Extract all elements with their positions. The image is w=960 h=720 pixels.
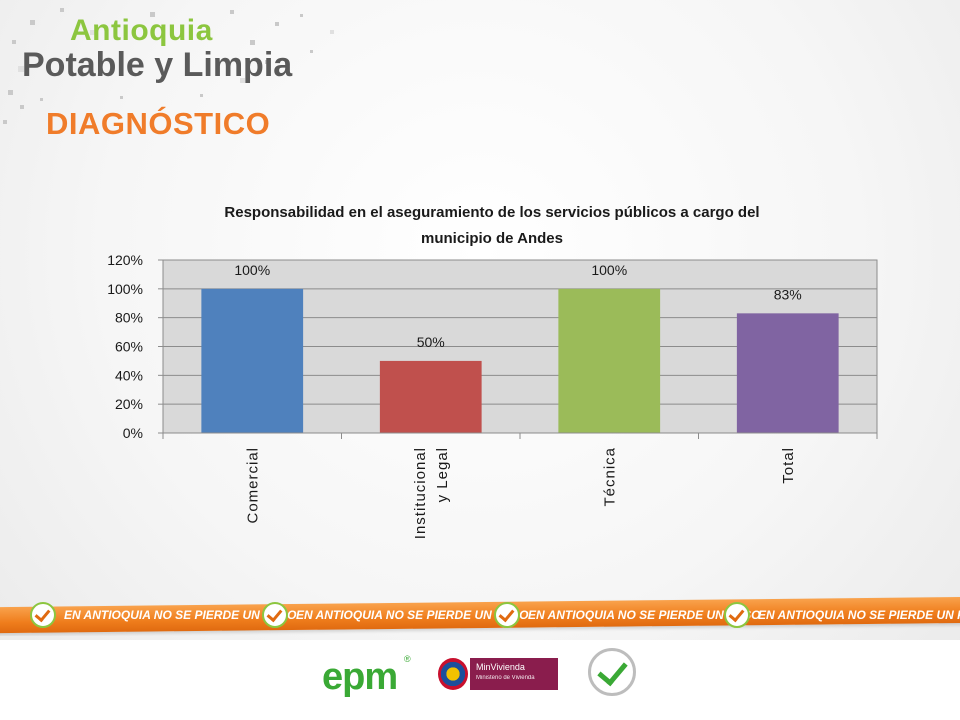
x-category-label: Técnica [601, 447, 618, 507]
bar [736, 313, 839, 433]
brand-line-2: Potable y Limpia [22, 46, 293, 84]
bar [201, 288, 304, 433]
data-label: 100% [591, 262, 627, 278]
x-category-label: Total [780, 447, 797, 484]
slogan-text: EN ANTIOQUIA NO SE PIERDE UN PESO [528, 608, 761, 622]
x-category-label: Comercial [244, 447, 261, 524]
slogan-item: EN ANTIOQUIA NO SE PIERDE UN PESO [30, 602, 296, 628]
slogan-text: EN ANTIOQUIA NO SE PIERDE UN PESO [64, 608, 297, 622]
sponsor-logos: epm ® MinVivienda Ministerio de Vivienda [0, 640, 960, 720]
slogan-band: EN ANTIOQUIA NO SE PIERDE UN PESO EN ANT… [0, 596, 960, 636]
check-badge-icon [262, 602, 288, 628]
check-badge-icon [724, 602, 750, 628]
slogan-item: EN ANTIOQUIA NO SE PIERDE UN PESO [494, 602, 760, 628]
epm-logo: epm [322, 656, 398, 698]
minvivienda-name: MinVivienda [476, 662, 525, 672]
data-label: 100% [234, 262, 270, 278]
chart-title-line: Responsabilidad en el aseguramiento de l… [224, 204, 759, 221]
check-badge-icon [30, 602, 56, 628]
bar-chart: Responsabilidad en el aseguramiento de l… [107, 204, 878, 539]
minvivienda-logo: MinVivienda Ministerio de Vivienda [470, 658, 558, 690]
slogan-text: EN ANTIOQUIA NO SE PIERDE UN PESO [296, 608, 529, 622]
brand-line-1: Antioquia [70, 14, 213, 47]
y-tick-label: 60% [115, 339, 143, 355]
bar [379, 360, 482, 433]
slogan-text: EN ANTIOQUIA NO SE PIERDE UN PESO [758, 608, 960, 622]
check-badge-icon [588, 648, 636, 696]
y-tick-label: 100% [107, 281, 143, 297]
y-tick-label: 20% [115, 396, 143, 412]
data-label: 83% [774, 286, 802, 302]
colombia-shield-icon [438, 658, 468, 690]
bar [558, 288, 661, 433]
x-category-label: y Legal [434, 447, 451, 502]
slogan-item: EN ANTIOQUIA NO SE PIERDE UN PESO [724, 602, 960, 628]
data-label: 50% [417, 334, 445, 350]
section-title: DIAGNÓSTICO [46, 106, 271, 141]
y-tick-label: 0% [123, 425, 143, 441]
minvivienda-subtitle: Ministerio de Vivienda [476, 675, 535, 681]
check-badge-icon [494, 602, 520, 628]
epm-registered-mark: ® [404, 654, 411, 664]
x-category-label: Institucional [412, 447, 429, 539]
y-tick-label: 40% [115, 367, 143, 383]
slogan-item: EN ANTIOQUIA NO SE PIERDE UN PESO [262, 602, 528, 628]
y-tick-label: 80% [115, 310, 143, 326]
y-tick-label: 120% [107, 252, 143, 268]
chart-title-line: municipio de Andes [421, 230, 563, 247]
